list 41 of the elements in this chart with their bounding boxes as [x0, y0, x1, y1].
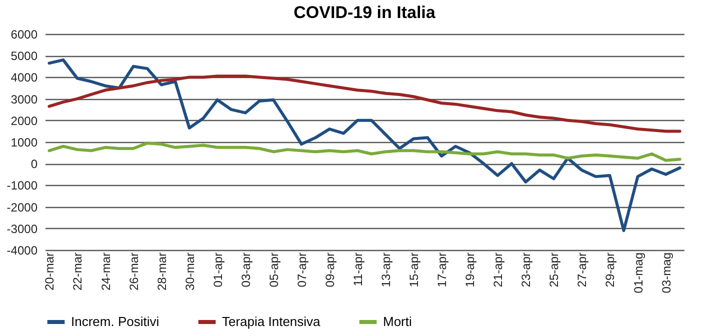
y-tick-label: 5000 [10, 49, 38, 64]
y-tick-label: -2000 [6, 200, 38, 214]
y-tick-label: 6000 [10, 28, 38, 42]
y-tick-label: 3000 [10, 92, 38, 106]
x-tick-label: 21-apr [491, 252, 506, 288]
x-tick-label: 03-mag [659, 252, 674, 294]
x-tick-label: 07-apr [294, 252, 309, 288]
x-tick-label: 17-apr [435, 252, 450, 288]
x-tick-label: 28-mar [154, 252, 169, 291]
y-tick-label: 1000 [10, 136, 38, 150]
x-tick-label: 05-apr [266, 252, 281, 288]
x-tick-label: 19-apr [463, 252, 478, 288]
x-tick-label: 22-mar [70, 252, 85, 291]
x-tick-label: 23-apr [519, 252, 534, 288]
x-tick-label: 13-apr [379, 252, 394, 288]
x-tick-label: 26-mar [126, 252, 141, 291]
line-series [48, 74, 682, 133]
y-tick-label: -3000 [6, 222, 38, 236]
x-tick-label: 01-mag [631, 252, 646, 294]
x-tick-label: 01-apr [210, 252, 225, 288]
x-tick-label: 11-apr [350, 252, 365, 286]
x-tick-label: 15-apr [407, 252, 422, 288]
x-tick-label: 24-mar [98, 252, 113, 291]
x-tick-label: 09-apr [322, 252, 337, 288]
chart-title: COVID-19 in Italia [294, 3, 436, 22]
y-tick-label: 2000 [10, 114, 38, 128]
x-tick-label: 25-apr [547, 252, 562, 288]
y-tick-label: -1000 [6, 178, 38, 193]
y-tick-label: -4000 [6, 244, 38, 258]
x-tick-label: 29-apr [603, 252, 618, 288]
x-tick-label: 30-mar [182, 252, 197, 291]
legend-label: Increm. Positivi [71, 314, 160, 329]
y-tick-label: 0 [30, 157, 38, 172]
line-series [48, 58, 682, 232]
line-series [48, 142, 682, 162]
x-tick-label: 03-apr [238, 252, 253, 288]
legend-label: Morti [383, 314, 412, 329]
legend-label: Terapia Intensiva [222, 314, 322, 329]
x-tick-label: 20-mar [42, 252, 57, 291]
y-tick-label: 4000 [10, 70, 38, 85]
x-tick-label: 27-apr [575, 252, 590, 288]
